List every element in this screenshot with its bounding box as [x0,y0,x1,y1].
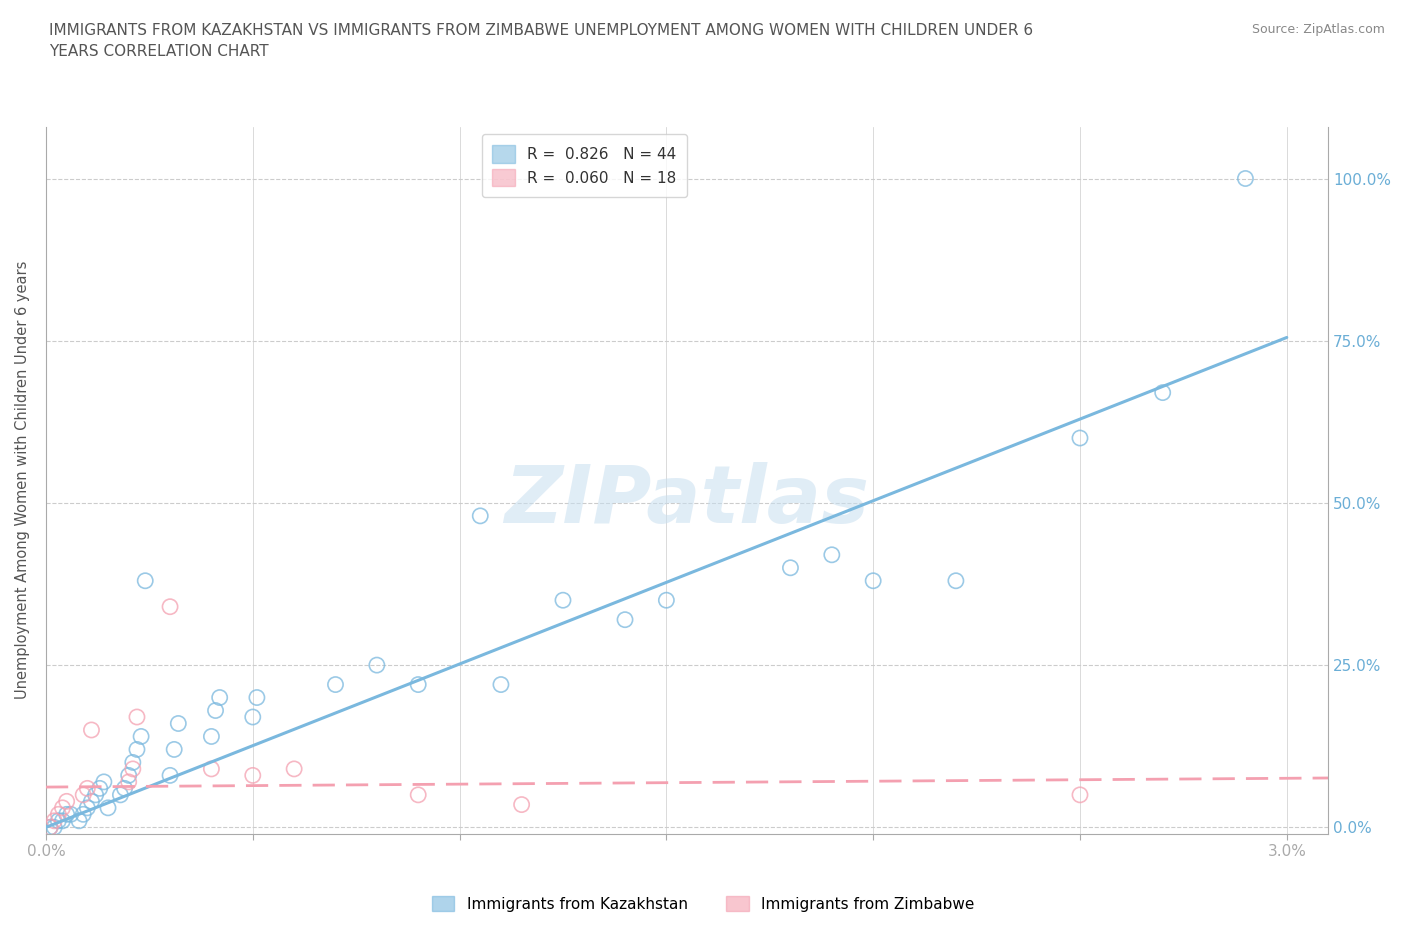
Point [121,762,143,777]
Point [118,768,141,783]
Point [55,794,77,809]
Point [325,677,347,692]
Text: Source: ZipAtlas.com: Source: ZipAtlas.com [1251,23,1385,36]
Point [1069,431,1091,445]
Point [76,801,98,816]
Point [80,723,103,737]
Point [114,781,136,796]
Point [89,781,111,796]
Point [779,561,801,576]
Point [39,820,62,835]
Point [121,755,143,770]
Point [51,801,73,816]
Legend: R =  0.826   N = 44, R =  0.060   N = 18: R = 0.826 N = 44, R = 0.060 N = 18 [482,134,688,197]
Point [163,742,186,757]
Point [1069,788,1091,803]
Point [51,814,73,829]
Point [48,814,70,829]
Point [84,788,107,803]
Point [242,710,264,724]
Point [72,807,94,822]
Point [406,788,429,803]
Point [366,658,388,672]
Point [655,592,678,607]
Point [55,807,77,822]
Point [945,573,967,588]
Point [125,710,148,724]
Point [72,788,94,803]
Point [159,768,181,783]
Point [59,807,82,822]
Text: IMMIGRANTS FROM KAZAKHSTAN VS IMMIGRANTS FROM ZIMBABWE UNEMPLOYMENT AMONG WOMEN : IMMIGRANTS FROM KAZAKHSTAN VS IMMIGRANTS… [49,23,1033,60]
Point [48,807,70,822]
Point [1152,385,1174,400]
Point [125,742,148,757]
Point [204,703,226,718]
Point [821,548,844,563]
Point [510,797,533,812]
Point [283,762,305,777]
Point [167,716,190,731]
Point [489,677,512,692]
Point [44,820,66,835]
Point [80,794,103,809]
Point [44,814,66,829]
Point [93,775,115,790]
Y-axis label: Unemployment Among Women with Children Under 6 years: Unemployment Among Women with Children U… [15,261,30,699]
Point [118,775,141,790]
Text: ZIPatlas: ZIPatlas [505,462,869,540]
Point [200,762,222,777]
Point [129,729,152,744]
Point [470,509,492,524]
Point [406,677,429,692]
Point [551,592,574,607]
Point [134,573,156,588]
Point [97,801,120,816]
Point [862,573,884,588]
Point [76,781,98,796]
Point [208,690,231,705]
Point [200,729,222,744]
Point [159,599,181,614]
Point [614,612,637,627]
Legend: Immigrants from Kazakhstan, Immigrants from Zimbabwe: Immigrants from Kazakhstan, Immigrants f… [426,889,980,918]
Point [39,820,62,835]
Point [67,814,90,829]
Point [110,788,132,803]
Point [242,768,264,783]
Point [246,690,269,705]
Point [1234,171,1257,186]
